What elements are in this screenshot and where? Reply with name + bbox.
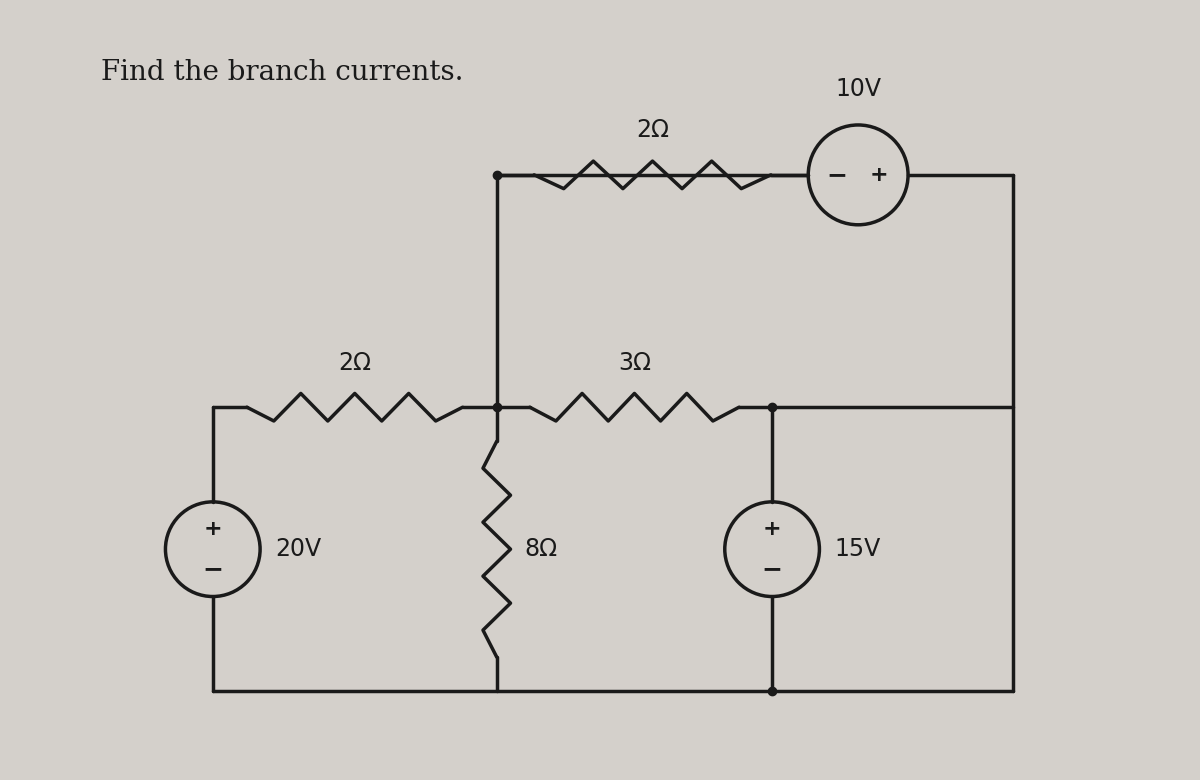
Text: 2Ω: 2Ω <box>636 119 668 142</box>
Text: +: + <box>204 519 222 539</box>
Text: +: + <box>763 519 781 539</box>
Text: 10V: 10V <box>835 77 881 101</box>
Text: −: − <box>203 557 223 581</box>
Text: 3Ω: 3Ω <box>618 350 650 374</box>
Text: 20V: 20V <box>276 537 322 561</box>
Text: 2Ω: 2Ω <box>338 350 371 374</box>
Text: +: + <box>870 165 888 185</box>
Text: Find the branch currents.: Find the branch currents. <box>101 58 463 86</box>
Text: −: − <box>827 163 847 187</box>
Text: −: − <box>762 557 782 581</box>
Text: 8Ω: 8Ω <box>524 537 558 561</box>
Text: 15V: 15V <box>835 537 881 561</box>
